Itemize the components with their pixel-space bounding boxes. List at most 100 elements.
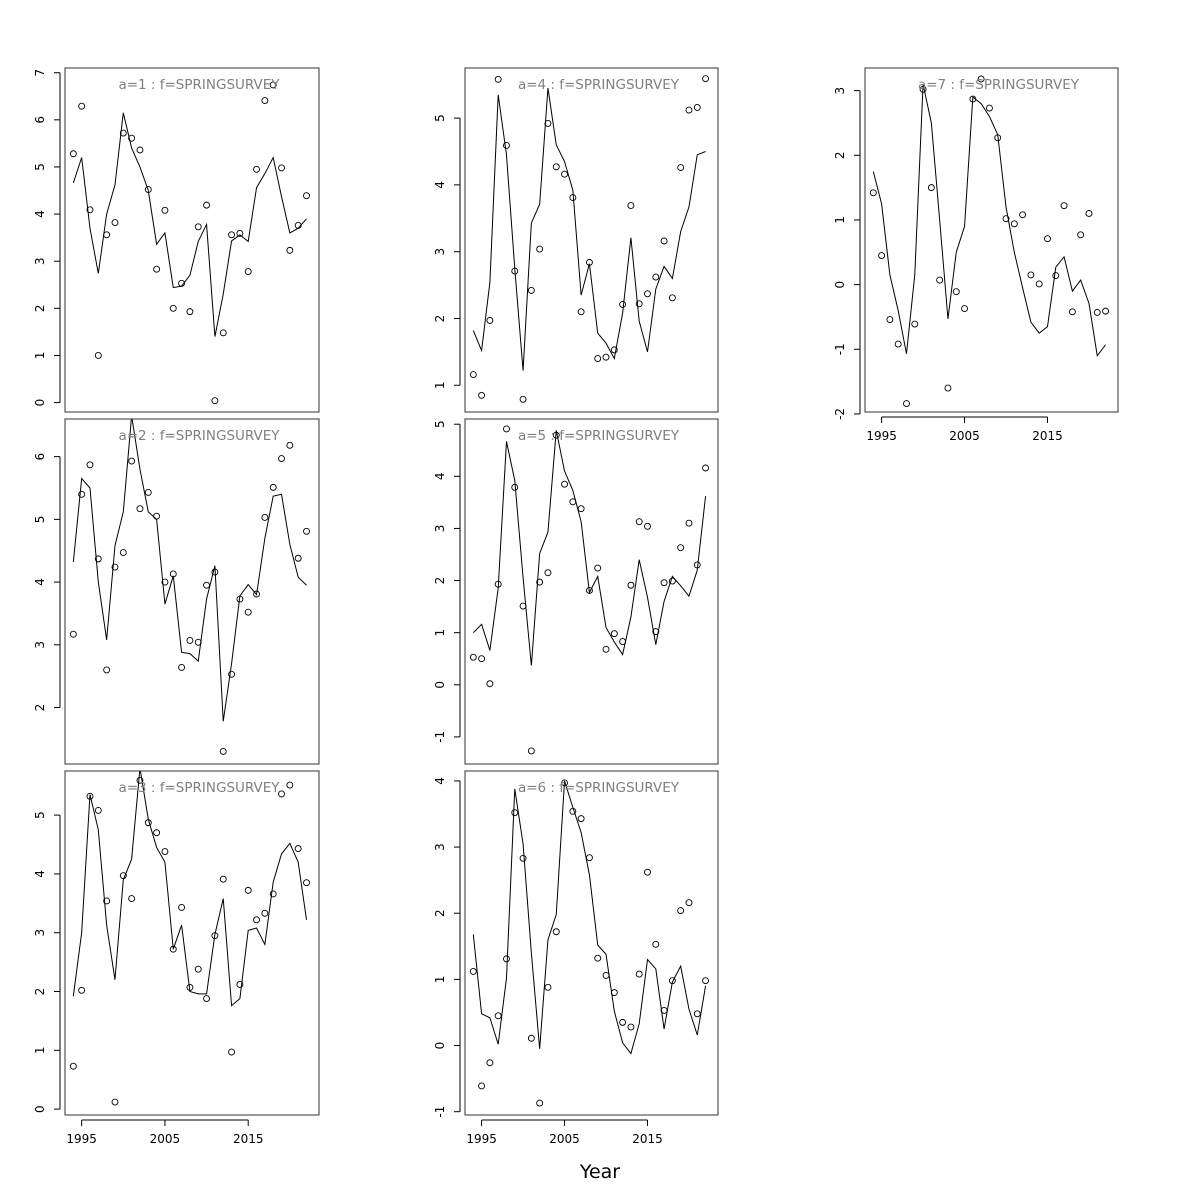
observed-point <box>294 554 302 562</box>
observed-point <box>1019 211 1027 219</box>
observed-point <box>161 578 169 586</box>
observed-point <box>478 391 486 399</box>
plot-area <box>469 425 710 755</box>
y-tick-label: 1 <box>33 1046 47 1054</box>
observed-point <box>78 986 86 994</box>
y-tick-label: 0 <box>433 1042 447 1050</box>
observed-point <box>635 300 643 308</box>
observed-point <box>244 608 252 616</box>
observed-point <box>994 134 1002 142</box>
observed-point <box>494 75 502 83</box>
y-tick-label: 1 <box>433 629 447 637</box>
observed-point <box>178 663 186 671</box>
y-tick-label: 4 <box>433 777 447 785</box>
observed-point <box>228 231 236 239</box>
panel-frame <box>464 67 719 413</box>
observed-point <box>261 909 269 917</box>
fitted-line <box>472 430 707 666</box>
observed-point <box>136 505 144 513</box>
y-tick-label: 4 <box>433 473 447 481</box>
observed-point <box>660 1007 668 1014</box>
observed-point <box>478 1082 486 1090</box>
y-tick-label: 3 <box>33 641 47 649</box>
panel-5: a=5 : f=SPRINGSURVEY -1 0 1 2 3 4 5 <box>433 418 719 765</box>
y-tick-label: 2 <box>33 988 47 996</box>
panel-frame <box>64 418 320 765</box>
figure-xlabel: Year <box>579 1161 620 1183</box>
observed-point <box>478 655 486 663</box>
observed-point <box>619 301 627 308</box>
y-tick-label: -1 <box>433 731 447 743</box>
observed-point <box>236 595 244 603</box>
observed-point <box>286 781 294 789</box>
panel-title: a=5 : f=SPRINGSURVEY <box>518 428 680 444</box>
observed-point <box>519 395 527 403</box>
observed-point <box>469 371 477 379</box>
y-tick-label: 3 <box>433 248 447 256</box>
observed-point <box>278 164 285 172</box>
observed-point <box>153 265 161 273</box>
observed-point <box>194 638 202 646</box>
observed-point <box>203 995 211 1003</box>
observed-point <box>886 316 894 323</box>
observed-point <box>69 150 77 158</box>
observed-point <box>111 219 119 227</box>
observed-point <box>652 628 660 636</box>
observed-point <box>660 237 668 245</box>
observed-point <box>585 854 593 862</box>
observed-point <box>552 431 560 439</box>
plot-area <box>469 779 710 1107</box>
observed-point <box>94 806 102 814</box>
observed-point <box>952 288 960 296</box>
observed-point <box>668 577 676 585</box>
observed-point <box>278 455 285 462</box>
observed-point <box>869 189 877 197</box>
observed-point <box>702 464 710 472</box>
observed-point <box>585 587 593 594</box>
observed-point <box>693 103 701 111</box>
observed-point <box>103 666 111 674</box>
observed-point <box>94 352 102 359</box>
y-tick-label: 3 <box>433 525 447 533</box>
observed-point <box>244 886 252 894</box>
observed-point <box>919 85 927 93</box>
observed-point <box>286 441 294 449</box>
observed-point <box>527 286 535 294</box>
observed-point <box>1002 215 1010 223</box>
y-tick-label: 4 <box>33 578 47 586</box>
observed-point <box>253 165 260 173</box>
observed-point <box>903 400 910 408</box>
observed-point <box>211 568 219 576</box>
observed-point <box>103 231 111 239</box>
observed-point <box>561 170 568 178</box>
plot-area <box>69 81 310 405</box>
observed-point <box>94 555 102 563</box>
observed-point <box>627 202 635 210</box>
observed-point <box>693 1010 701 1018</box>
y-tick-label: 4 <box>433 181 447 189</box>
observed-point <box>194 223 202 231</box>
observed-point <box>693 561 701 569</box>
observed-point <box>111 1098 119 1106</box>
observed-point <box>677 907 685 915</box>
observed-point <box>527 747 535 755</box>
observed-point <box>178 279 186 287</box>
panel-title: a=6 : f=SPRINGSURVEY <box>518 780 680 796</box>
observed-point <box>594 564 602 572</box>
observed-point <box>86 206 94 214</box>
observed-point <box>136 146 144 154</box>
observed-point <box>536 1099 544 1107</box>
observed-point <box>894 340 902 348</box>
panel-title: a=2 : f=SPRINGSURVEY <box>118 428 280 444</box>
x-tick-label: 1995 <box>466 1132 497 1146</box>
observed-point <box>261 97 269 104</box>
observed-point <box>577 815 585 823</box>
observed-point <box>652 273 660 281</box>
observed-point <box>1077 231 1085 239</box>
y-tick-label: 1 <box>833 216 847 224</box>
x-tick-label: 2005 <box>949 429 980 443</box>
observed-point <box>244 268 252 276</box>
observed-point <box>1102 307 1110 315</box>
observed-point <box>203 581 211 589</box>
x-tick-label: 2005 <box>150 1132 181 1146</box>
